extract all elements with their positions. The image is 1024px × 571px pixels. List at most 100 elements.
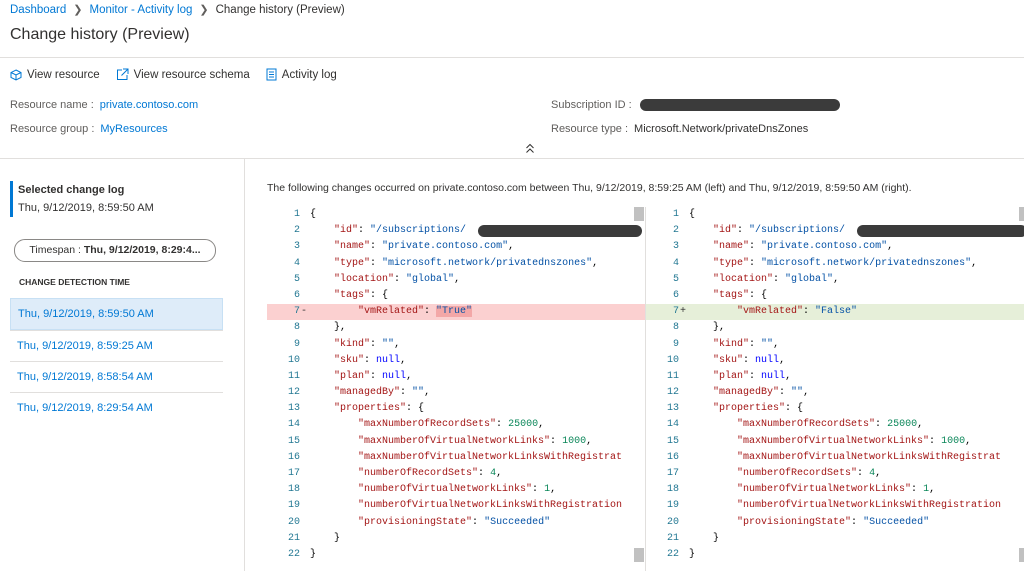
code-token: "tags" [334,289,371,301]
code-text: "location": "global", [310,272,460,288]
code-token [689,387,713,398]
code-token: "" [761,338,774,350]
code-token [689,468,737,479]
code-line: 7 + "vmRelated": "False" [646,304,1024,321]
subscription-row: Subscription ID : [551,99,632,111]
code-token: : [929,435,942,447]
code-token: : [737,225,750,237]
line-number: 22 [287,548,300,560]
resource-name-link[interactable]: private.contoso.com [99,99,199,111]
line-number: 7 [672,306,679,318]
toolbar-button[interactable]: Activity log [266,68,337,81]
redaction [857,225,1024,237]
resource-group-link[interactable]: MyResources [100,123,168,135]
code-token [689,339,713,350]
change-item[interactable]: Thu, 9/12/2019, 8:58:54 AM [10,361,223,392]
code-line: 7- "vmRelated": "True" [267,304,645,321]
change-item[interactable]: Thu, 9/12/2019, 8:59:50 AM [10,298,223,330]
code-token: "/subscriptions/ [370,225,467,237]
code-token: "True" [436,306,473,318]
code-token: "provisioningState" [737,516,852,528]
code-text: "maxNumberOfRecordSets": 25000, [689,417,923,433]
code-text: "plan": null, [689,369,791,385]
code-token [310,371,334,382]
code-token: "properties" [334,403,407,415]
line-number: 16 [287,451,300,463]
breadcrumb-link[interactable]: Monitor - Activity log [89,3,193,16]
collapse-button[interactable] [525,143,535,154]
code-text: "kind": "", [310,337,400,353]
timespan-button[interactable]: Timespan : Thu, 9/12/2019, 8:29:4... [14,239,216,262]
code-token [689,241,713,252]
code-text: "maxNumberOfRecordSets": 25000, [310,417,544,433]
toolbar-button[interactable]: View resource [10,68,100,81]
breadcrumb-separator: ❯ [73,4,83,16]
breadcrumb-link[interactable]: Dashboard [10,3,67,16]
code-token: null [382,370,407,382]
code-token [689,517,737,528]
code-line: 15 "maxNumberOfVirtualNetworkLinks": 100… [646,434,1024,450]
selected-change: Selected change log Thu, 9/12/2019, 8:59… [10,181,154,217]
breadcrumb: Dashboard ❯ Monitor - Activity log ❯ Cha… [10,3,345,17]
resource-type-row: Resource type : Microsoft.Network/private… [551,123,808,135]
line-number: 8 [293,322,300,334]
line-number: 14 [666,419,679,431]
code-line: 6 "tags": { [267,288,645,304]
code-token: , [550,484,557,496]
code-token: , [592,257,599,269]
breadcrumb-separator: ❯ [199,4,209,16]
code-line: 4 "type": "microsoft.network/privatednsz… [646,256,1024,272]
line-number: 9 [672,338,679,350]
code-token: , [785,370,792,382]
toolbar-button[interactable]: View resource schema [116,68,250,81]
code-token [310,241,334,252]
code-token: "" [791,387,804,399]
line-number: 12 [666,387,679,399]
code-token: 1000 [562,435,587,447]
code-token: "private.contoso.com" [761,241,888,253]
line-number: 3 [293,241,300,253]
code-token [689,403,713,414]
code-token: } [689,548,696,560]
code-text: "managedBy": "", [689,385,809,401]
line-number: 17 [666,468,679,479]
code-token: , [833,273,840,285]
code-token: : { [749,289,768,301]
code-text: } [689,547,695,563]
code-token: "private.contoso.com" [382,241,509,253]
line-number: 11 [666,370,679,382]
code-line: 10 "sku": null, [267,353,645,369]
code-token: : [911,484,924,496]
code-text: "kind": "", [689,337,779,353]
code-line: 2 "id": "/subscriptions/ [646,223,1024,239]
line-number: 18 [287,484,300,496]
code-token: , [394,338,401,350]
code-token: "id" [334,225,359,237]
change-item[interactable]: Thu, 9/12/2019, 8:29:54 AM [10,392,223,423]
timespan-label: Timespan : [29,244,81,256]
pane-divider [244,158,245,571]
code-token: 1 [923,484,930,496]
code-token: , [454,273,461,285]
code-token: "Succeeded" [484,516,551,528]
toolbar-label: View resource [27,68,100,81]
code-line: 13 "properties": { [267,401,645,417]
scrollbar [634,548,644,562]
code-line: 5 "location": "global", [646,272,1024,288]
change-item[interactable]: Thu, 9/12/2019, 8:59:25 AM [10,330,223,361]
code-token: "global" [785,273,834,285]
selected-label: Selected change log [18,184,125,196]
line-number: 7 [293,306,300,318]
code-text: "plan": null, [310,369,412,385]
code-token [310,387,334,398]
code-token: "type" [334,257,371,269]
code-text: } [689,531,719,547]
code-token [310,339,334,350]
code-token: : { [785,403,804,415]
code-line: 21 } [267,531,645,547]
code-token: "tags" [713,289,750,301]
code-line: 19 "numberOfVirtualNetworkLinksWithRegis… [646,498,1024,514]
code-token: : [370,257,383,269]
line-number: 14 [287,419,300,431]
code-line: 22} [646,547,1024,563]
